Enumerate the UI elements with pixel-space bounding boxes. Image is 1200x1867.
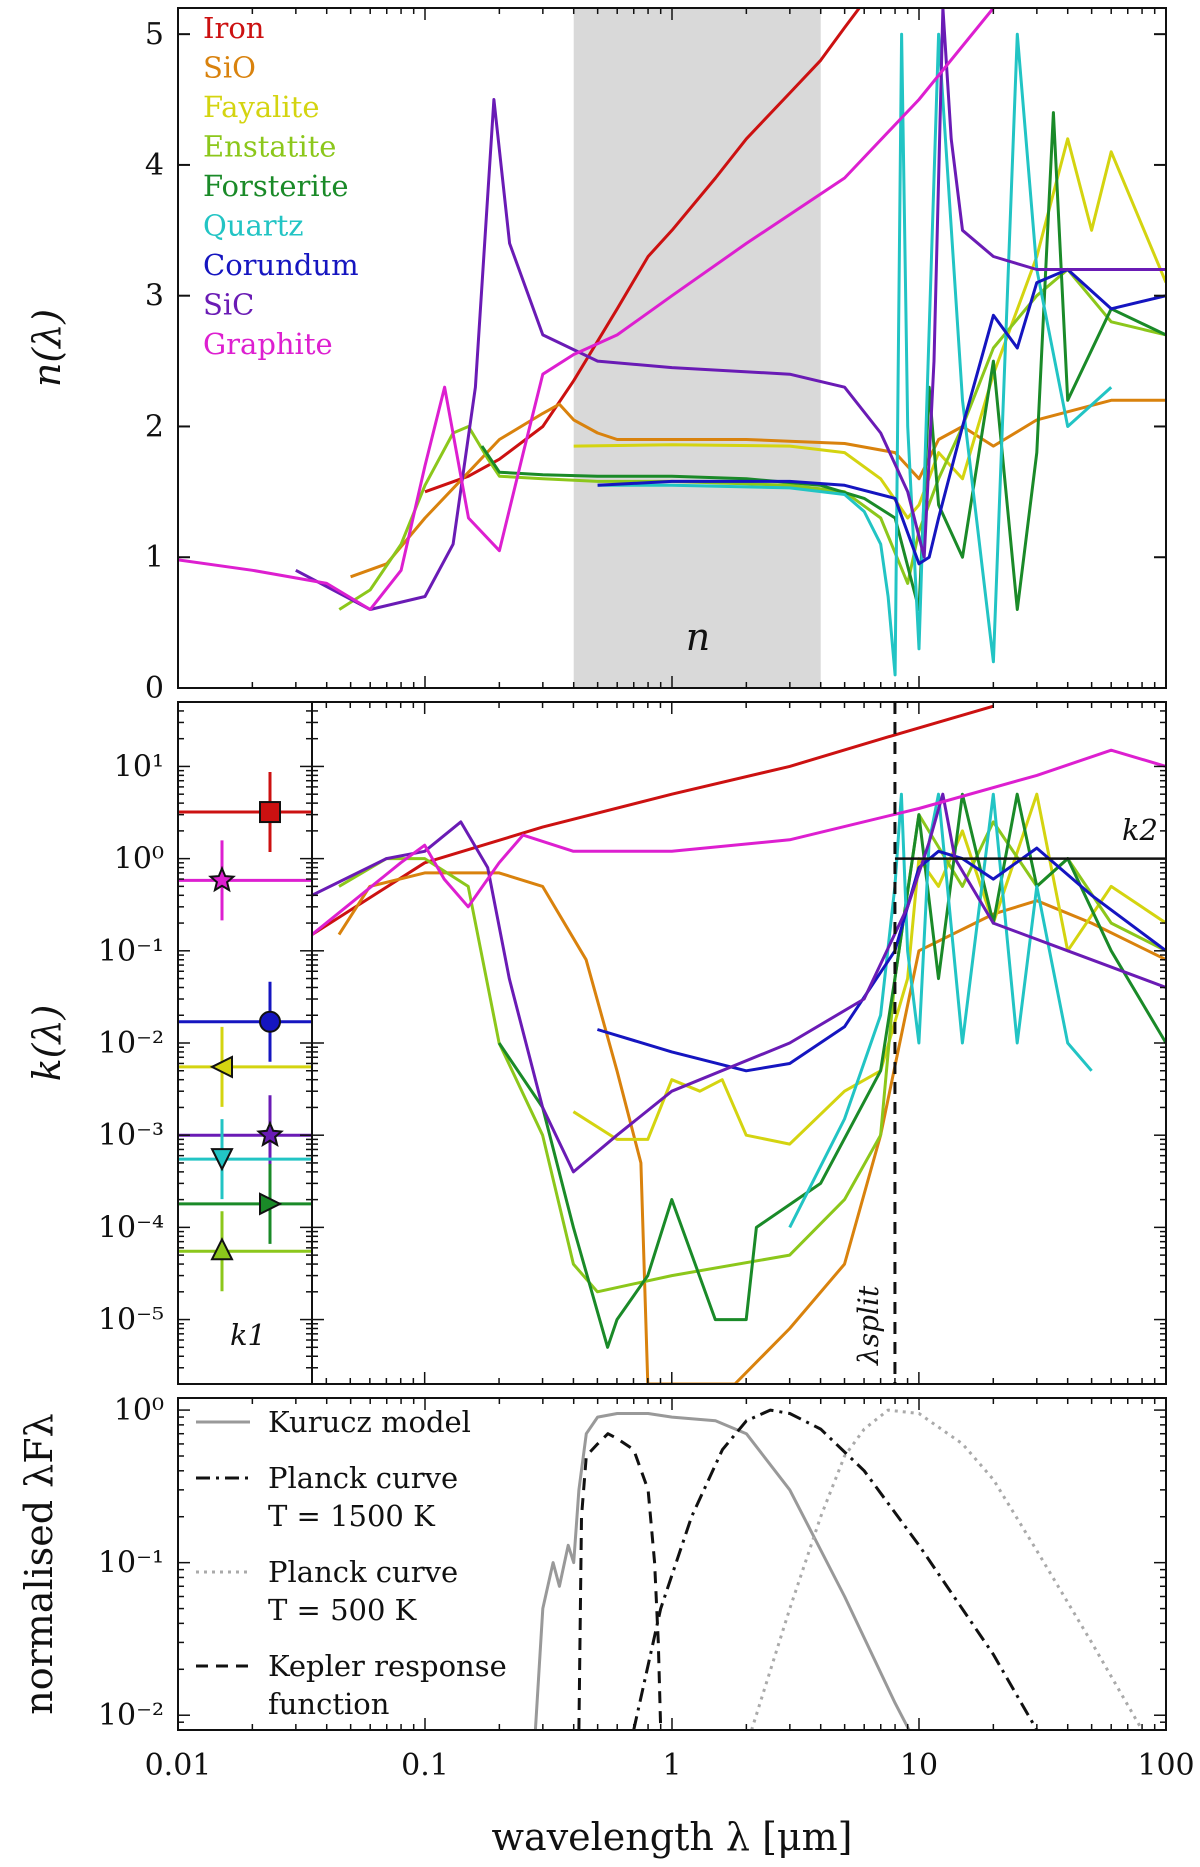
flux-series-kepler-response-function	[577, 1432, 663, 1730]
legend-entry-corundum: Corundum	[203, 248, 359, 282]
n-shaded-label: n	[686, 615, 710, 659]
k-series-forsterite	[497, 792, 1166, 1349]
legend-entry-graphite: Graphite	[203, 327, 333, 361]
legend-entry-iron: Iron	[203, 11, 264, 45]
n-ytick-label: 0	[145, 671, 164, 706]
panel-n: n 0 1 2 3 4 5 n(λ) Iron SiO Fayalite Enstatite Fo…	[25, 7, 1167, 706]
k1-marker-quartz	[210, 1148, 234, 1172]
n-series-sic	[295, 8, 1166, 611]
k1-marker-sic	[256, 1120, 284, 1148]
n-series-corundum	[597, 268, 1166, 566]
x-axis-label: wavelength λ [μm]	[492, 1815, 853, 1859]
n-series-enstatite	[338, 268, 1166, 611]
x-tick-label: 1	[662, 1748, 681, 1783]
k1-marker-enstatite	[210, 1237, 234, 1261]
legend-entry-enstatite: Enstatite	[203, 130, 336, 164]
k1-marker-iron	[259, 801, 281, 824]
k-series-corundum	[596, 846, 1166, 1073]
flux-legend-label: function	[268, 1687, 389, 1721]
k-axis-label: k(λ)	[25, 1005, 69, 1082]
n-ytick-label: 3	[145, 279, 164, 314]
lambda-split-label: λsplit	[852, 1285, 885, 1366]
k-series-enstatite	[338, 813, 1166, 1294]
flux-series-planck-curve-t-1500-k	[632, 1408, 1039, 1730]
k1-marker-fayalite	[209, 1055, 233, 1079]
flux-legend-label: T = 1500 K	[268, 1499, 436, 1533]
n-series-fayalite	[573, 137, 1166, 520]
n-ytick-label: 5	[145, 17, 164, 52]
k1-marker-forsterite	[259, 1192, 283, 1216]
k1-marker-graphite	[208, 865, 236, 893]
k-ytick-label: 10¹	[114, 749, 164, 784]
legend: Iron SiO Fayalite Enstatite Forsterite Quartz…	[203, 11, 359, 361]
flux-ytick-label: 10⁻¹	[98, 1546, 164, 1581]
flux-legend-label: Kepler response	[268, 1649, 507, 1683]
k-series-iron	[312, 704, 994, 936]
k-ytick-label: 10⁰	[114, 842, 164, 877]
n-series-graphite	[178, 8, 995, 611]
x-tick-label: 10	[900, 1748, 938, 1783]
n-axis-label: n(λ)	[25, 309, 69, 387]
k2-label: k2	[1122, 813, 1158, 847]
k-series-graphite	[312, 748, 1166, 936]
k-series-sio	[337, 871, 1166, 1384]
legend-entry-sic: SiC	[203, 288, 254, 322]
k1-marker-corundum	[259, 1010, 281, 1033]
legend-entry-forsterite: Forsterite	[203, 169, 349, 203]
legend-entry-fayalite: Fayalite	[203, 90, 319, 124]
flux-legend-label: Planck curve	[268, 1555, 458, 1589]
x-tick-label: 0.1	[401, 1748, 449, 1783]
panel-k: k2 λsplit k1 10⁻⁵10⁻⁴10⁻³10⁻²10⁻¹10⁰10¹ …	[25, 701, 1167, 1385]
panel-flux: 10⁻² 10⁻¹ 10⁰ 0.01 0.1 1 10 100 Kurucz model Pla…	[17, 1393, 1195, 1859]
k-ytick-label: 10⁻⁵	[98, 1303, 164, 1338]
flux-ytick-label: 10⁰	[114, 1393, 164, 1428]
k-ytick-label: 10⁻²	[98, 1026, 164, 1061]
flux-series-planck-curve-t-500-k	[750, 1408, 1144, 1730]
n-series-sio	[350, 398, 1166, 579]
legend-entry-sio: SiO	[203, 51, 256, 85]
legend-entry-quartz: Quartz	[203, 209, 304, 243]
flux-legend-label: T = 500 K	[268, 1593, 418, 1627]
k-ytick-label: 10⁻¹	[98, 934, 164, 969]
n-ytick-label: 2	[145, 409, 164, 444]
n-series-iron	[424, 8, 862, 494]
k-ytick-label: 10⁻³	[98, 1118, 164, 1153]
flux-series-kurucz-model	[533, 1412, 911, 1730]
panel-k-inset-frame	[177, 701, 313, 1385]
n-series-quartz	[597, 32, 1113, 677]
flux-ytick-label: 10⁻²	[98, 1698, 164, 1733]
flux-legend-label: Planck curve	[268, 1461, 458, 1495]
flux-axis-label: normalised λFλ	[17, 1413, 61, 1714]
k1-label: k1	[230, 1318, 266, 1352]
n-ytick-label: 4	[145, 148, 164, 183]
flux-legend-label: Kurucz model	[268, 1405, 471, 1439]
n-shaded-region	[573, 8, 821, 688]
n-ytick-label: 1	[145, 540, 164, 575]
k-ytick-label: 10⁻⁴	[98, 1210, 164, 1245]
x-tick-label: 100	[1137, 1748, 1194, 1783]
x-tick-label: 0.01	[145, 1748, 212, 1783]
